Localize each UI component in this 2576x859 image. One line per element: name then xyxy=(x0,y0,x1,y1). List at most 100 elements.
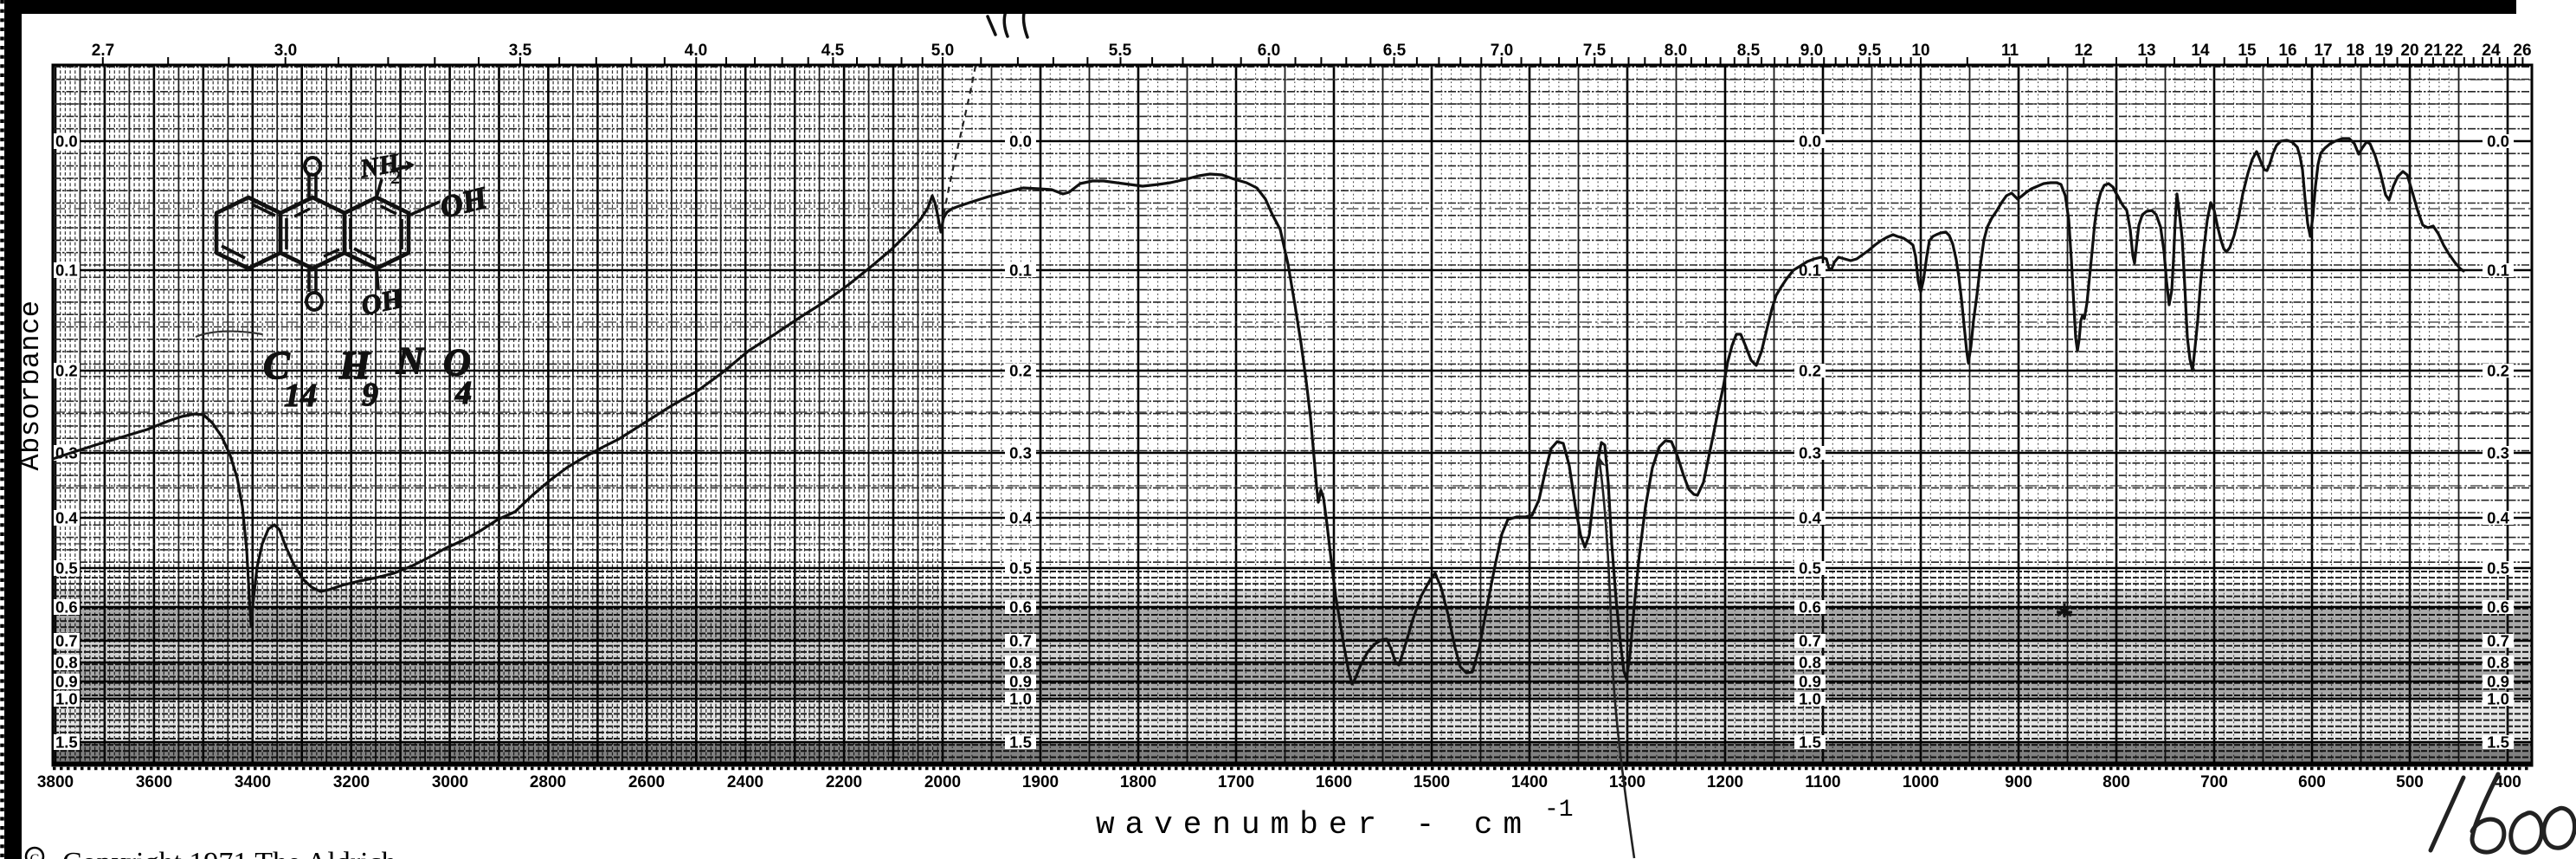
svg-text:0.5: 0.5 xyxy=(1009,559,1032,578)
svg-text:1.0: 1.0 xyxy=(1799,690,1821,708)
svg-text:0.6: 0.6 xyxy=(1009,598,1032,617)
svg-text:1600: 1600 xyxy=(1316,773,1352,791)
svg-text:14: 14 xyxy=(2191,42,2210,60)
svg-text:0.1: 0.1 xyxy=(55,262,78,280)
svg-text:1200: 1200 xyxy=(1707,773,1743,791)
svg-text:2400: 2400 xyxy=(727,773,763,791)
svg-text:H: H xyxy=(338,343,371,387)
svg-text:0.4: 0.4 xyxy=(1799,509,1821,527)
svg-text:0.6: 0.6 xyxy=(1799,598,1821,617)
svg-text:0.2: 0.2 xyxy=(2487,362,2509,380)
svg-text:6.0: 6.0 xyxy=(1258,42,1280,60)
svg-text:N: N xyxy=(396,339,426,382)
svg-text:0.1: 0.1 xyxy=(1799,262,1821,280)
svg-text:1900: 1900 xyxy=(1022,773,1059,791)
svg-text:1700: 1700 xyxy=(1218,773,1254,791)
svg-text:3400: 3400 xyxy=(235,773,271,791)
svg-text:14: 14 xyxy=(284,378,317,414)
svg-text:7.5: 7.5 xyxy=(1583,42,1607,60)
svg-text:8.0: 8.0 xyxy=(1665,42,1687,60)
svg-text:0.8: 0.8 xyxy=(2487,654,2509,672)
svg-text:24: 24 xyxy=(2482,42,2501,60)
svg-text:0.8: 0.8 xyxy=(1799,654,1821,672)
svg-text:0.4: 0.4 xyxy=(1009,509,1032,527)
svg-text:12: 12 xyxy=(2074,42,2092,60)
svg-text:1.5: 1.5 xyxy=(1799,733,1821,752)
svg-text:1.5: 1.5 xyxy=(55,733,78,752)
svg-text:1000: 1000 xyxy=(1903,773,1939,791)
svg-text:900: 900 xyxy=(2005,773,2032,791)
svg-text:15: 15 xyxy=(2238,42,2257,60)
svg-text:0.9: 0.9 xyxy=(1009,673,1032,691)
svg-text:0.6: 0.6 xyxy=(55,598,78,617)
svg-text:0.5: 0.5 xyxy=(1799,559,1821,578)
svg-text:1.0: 1.0 xyxy=(1009,690,1032,708)
svg-text:1.0: 1.0 xyxy=(55,690,78,708)
svg-text:800: 800 xyxy=(2103,773,2130,791)
svg-text:0.1: 0.1 xyxy=(1009,262,1032,280)
svg-text:2200: 2200 xyxy=(826,773,862,791)
svg-text:0.7: 0.7 xyxy=(2487,632,2509,650)
svg-text:wavenumber - cm: wavenumber - cm xyxy=(1096,807,1532,843)
svg-text:21: 21 xyxy=(2424,42,2443,60)
svg-text:0.4: 0.4 xyxy=(55,509,78,527)
svg-text:1.5: 1.5 xyxy=(2487,733,2509,752)
svg-text:2600: 2600 xyxy=(628,773,665,791)
svg-text:-1: -1 xyxy=(1544,797,1574,823)
svg-text:0.0: 0.0 xyxy=(55,132,78,151)
svg-text:1.5: 1.5 xyxy=(1009,733,1032,752)
svg-text:0.3: 0.3 xyxy=(1799,444,1821,462)
svg-text:5.5: 5.5 xyxy=(1109,42,1132,60)
svg-text:3.0: 3.0 xyxy=(274,42,297,60)
svg-text:500: 500 xyxy=(2396,773,2424,791)
svg-text:3000: 3000 xyxy=(432,773,468,791)
svg-text:10: 10 xyxy=(1911,42,1929,60)
svg-text:0.2: 0.2 xyxy=(1799,362,1821,380)
svg-text:18: 18 xyxy=(2346,42,2364,60)
svg-text:0.1: 0.1 xyxy=(2487,262,2509,280)
svg-text:4.5: 4.5 xyxy=(821,42,845,60)
svg-text:19: 19 xyxy=(2374,42,2392,60)
svg-text:7.0: 7.0 xyxy=(1491,42,1513,60)
svg-text:700: 700 xyxy=(2200,773,2228,791)
svg-text:9.0: 9.0 xyxy=(1800,42,1823,60)
svg-text:O: O xyxy=(443,341,471,384)
svg-text:0.0: 0.0 xyxy=(1009,132,1032,151)
svg-text:1300: 1300 xyxy=(1609,773,1645,791)
svg-text:0.2: 0.2 xyxy=(55,362,78,380)
svg-text:3200: 3200 xyxy=(333,773,370,791)
svg-text:0.0: 0.0 xyxy=(1799,132,1821,151)
svg-text:0.0: 0.0 xyxy=(2487,132,2509,151)
svg-text:1100: 1100 xyxy=(1805,773,1840,791)
svg-text:0.5: 0.5 xyxy=(2487,559,2509,578)
svg-text:1800: 1800 xyxy=(1120,773,1156,791)
svg-text:0.9: 0.9 xyxy=(55,673,78,691)
svg-text:0.4: 0.4 xyxy=(2487,509,2509,527)
svg-text:2.7: 2.7 xyxy=(92,42,114,60)
svg-text:C: C xyxy=(30,852,40,859)
svg-text:13: 13 xyxy=(2137,42,2155,60)
svg-text:0.2: 0.2 xyxy=(1009,362,1032,380)
svg-text:4: 4 xyxy=(454,375,472,411)
svg-text:0.3: 0.3 xyxy=(2487,444,2509,462)
svg-text:5.0: 5.0 xyxy=(931,42,954,60)
svg-text:0.5: 0.5 xyxy=(55,559,78,578)
svg-text:1400: 1400 xyxy=(1511,773,1548,791)
svg-text:Copyright 1971 The Aldrich: Copyright 1971 The Aldrich xyxy=(62,847,396,859)
svg-text:0.9: 0.9 xyxy=(1799,673,1821,691)
svg-text:3800: 3800 xyxy=(37,773,74,791)
svg-text:0.3: 0.3 xyxy=(1009,444,1032,462)
svg-text:17: 17 xyxy=(2314,42,2332,60)
svg-text:600: 600 xyxy=(2298,773,2326,791)
svg-text:20: 20 xyxy=(2400,42,2418,60)
svg-text:16: 16 xyxy=(2278,42,2296,60)
svg-text:6.5: 6.5 xyxy=(1383,42,1407,60)
svg-text:4.0: 4.0 xyxy=(685,42,707,60)
svg-text:2000: 2000 xyxy=(924,773,961,791)
svg-text:9.5: 9.5 xyxy=(1858,42,1882,60)
svg-text:0.9: 0.9 xyxy=(2487,673,2509,691)
svg-text:0.8: 0.8 xyxy=(1009,654,1032,672)
svg-text:9: 9 xyxy=(362,377,378,413)
svg-text:0.8: 0.8 xyxy=(55,654,78,672)
svg-text:2800: 2800 xyxy=(530,773,566,791)
